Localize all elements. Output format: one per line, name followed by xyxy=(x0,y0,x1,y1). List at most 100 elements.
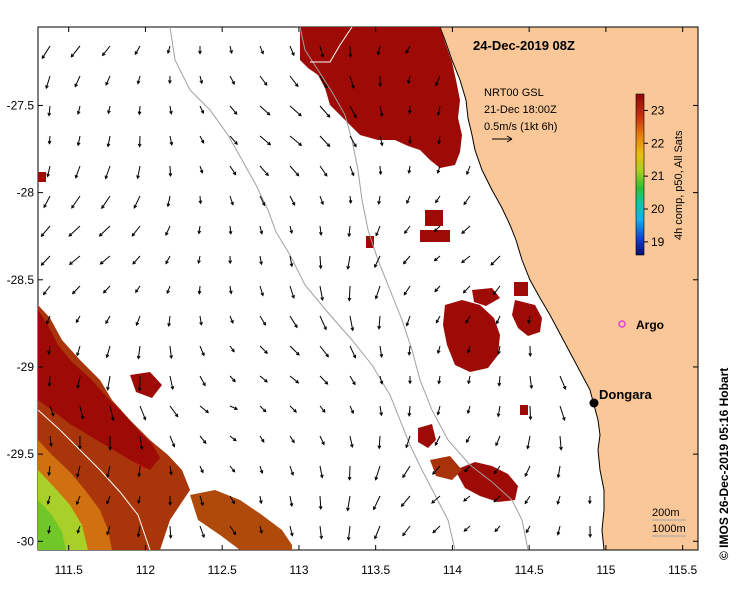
current-vector xyxy=(405,45,411,54)
current-vector xyxy=(135,285,141,293)
colorbar-bar xyxy=(635,93,645,256)
current-vector-head xyxy=(233,111,238,115)
current-vector xyxy=(43,195,51,208)
current-vector-head xyxy=(234,406,239,410)
current-vector-head xyxy=(201,534,205,539)
current-vector-head xyxy=(137,387,142,392)
current-vector xyxy=(319,345,329,358)
lon-tick-label: 115.5 xyxy=(668,563,697,577)
current-vector xyxy=(229,45,233,54)
current-vector xyxy=(375,225,381,236)
current-vector xyxy=(289,345,300,356)
current-vector xyxy=(289,375,299,384)
current-vector-head xyxy=(265,172,269,177)
current-vector-head xyxy=(377,200,381,205)
current-vector xyxy=(434,255,441,262)
current-vector-head xyxy=(465,439,470,444)
current-vector xyxy=(259,405,267,413)
current-vector xyxy=(106,465,111,478)
current-vector xyxy=(379,135,383,146)
current-vector xyxy=(289,135,302,146)
current-vectors xyxy=(40,45,593,541)
sst-patch-south-mid xyxy=(190,490,292,550)
current-vector xyxy=(75,315,81,323)
current-vector-head xyxy=(232,171,237,176)
current-vector xyxy=(169,465,172,475)
current-vector-head xyxy=(374,295,379,300)
current-vector xyxy=(319,135,330,147)
current-vector-head xyxy=(407,170,412,175)
current-vector xyxy=(319,75,328,88)
current-vector-head xyxy=(76,352,80,357)
current-vector xyxy=(169,405,179,417)
current-vector xyxy=(289,315,298,328)
current-vector xyxy=(229,375,236,382)
current-vector-head xyxy=(405,50,410,54)
current-vector xyxy=(165,255,171,264)
current-vector xyxy=(319,525,322,539)
current-vector xyxy=(528,315,531,324)
current-vector xyxy=(289,75,299,87)
current-vector-head xyxy=(400,503,405,508)
current-vector xyxy=(259,75,268,86)
current-vector-head xyxy=(524,500,529,505)
current-vector xyxy=(289,525,293,536)
current-vector-head xyxy=(46,320,50,325)
sst-patch-central xyxy=(443,300,500,372)
map-title: 24-Dec-2019 08Z xyxy=(473,38,575,53)
current-vector-head xyxy=(436,169,441,174)
current-vector xyxy=(169,165,171,177)
current-vector xyxy=(408,165,411,174)
depth-legend: 200m 1000m xyxy=(652,507,686,537)
current-vector-head xyxy=(106,143,111,148)
current-vector xyxy=(349,195,352,204)
current-vector xyxy=(524,495,531,504)
current-vector-head xyxy=(230,319,234,324)
current-vector-head xyxy=(200,469,204,474)
current-vector xyxy=(408,345,411,355)
current-vector xyxy=(169,345,172,359)
current-vector xyxy=(48,105,51,116)
current-vector xyxy=(438,135,441,144)
current-vector xyxy=(76,495,81,505)
current-vector xyxy=(463,525,471,532)
current-vector-head xyxy=(166,203,171,208)
colorbar-tick-label: 23 xyxy=(651,103,665,117)
current-vector xyxy=(401,495,411,507)
current-vector-head xyxy=(98,232,103,237)
current-vector-head xyxy=(320,297,324,302)
current-vector-head xyxy=(199,80,204,85)
current-vector xyxy=(559,375,566,390)
current-vector-head xyxy=(142,416,147,421)
current-vector xyxy=(289,225,293,234)
current-vector-head xyxy=(231,81,235,85)
credit-text: © IMOS 26-Dec-2019 05:16 Hobart xyxy=(717,368,731,560)
current-vector-head xyxy=(496,413,501,418)
current-vector-head xyxy=(326,113,331,118)
current-vector-head xyxy=(404,230,408,235)
current-vector-head xyxy=(461,230,466,234)
current-vector xyxy=(461,255,471,263)
sst-speck-b xyxy=(420,230,450,242)
current-vector xyxy=(259,465,263,474)
current-vector-head xyxy=(290,471,294,476)
current-vector xyxy=(77,525,81,534)
current-vector-head xyxy=(234,141,238,145)
current-vector-head xyxy=(347,233,352,238)
current-vector xyxy=(434,285,441,292)
current-vector-head xyxy=(323,172,328,177)
current-vector xyxy=(69,255,81,265)
current-vector xyxy=(134,45,141,55)
current-vector-head xyxy=(105,81,109,86)
current-vector xyxy=(319,195,324,205)
current-vector xyxy=(559,435,562,450)
current-vector-head xyxy=(76,142,81,147)
current-vector xyxy=(49,435,52,447)
current-vector xyxy=(137,165,141,179)
current-vector xyxy=(199,315,202,325)
argo-label: Argo xyxy=(636,318,664,332)
current-vector-head xyxy=(99,261,104,265)
current-vector xyxy=(259,345,268,354)
current-vector-head xyxy=(436,411,441,416)
current-vector-head xyxy=(352,354,357,359)
